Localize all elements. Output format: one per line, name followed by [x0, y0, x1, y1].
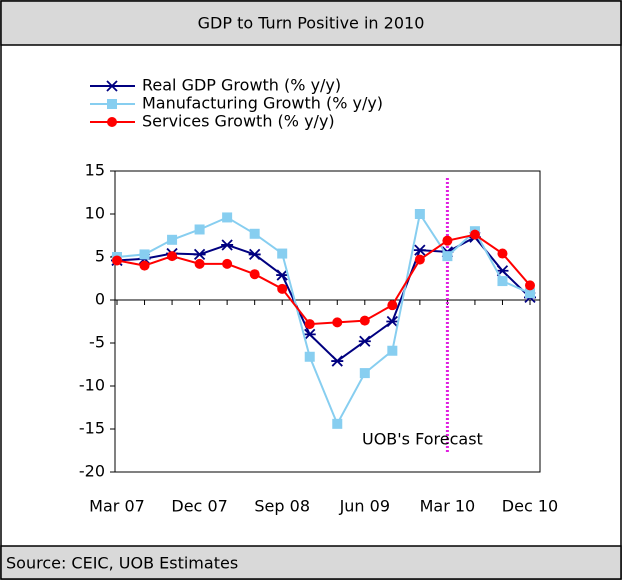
legend-label: Manufacturing Growth (% y/y): [142, 94, 383, 113]
x-tick-label: Dec 10: [502, 497, 558, 516]
chart-title: GDP to Turn Positive in 2010: [198, 14, 425, 33]
legend-label: Services Growth (% y/y): [142, 112, 335, 131]
point: [414, 254, 425, 265]
point: [387, 345, 398, 356]
point: [221, 239, 234, 251]
point: [497, 248, 508, 259]
point: [167, 251, 178, 262]
point: [387, 300, 398, 311]
y-tick-label: 10: [85, 204, 105, 223]
x-tick-label: Mar 10: [420, 497, 476, 516]
point: [497, 276, 508, 287]
point: [249, 228, 260, 239]
point: [194, 224, 205, 235]
point: [167, 234, 178, 245]
point: [358, 335, 371, 347]
point: [276, 269, 289, 281]
y-tick-label: -15: [79, 419, 105, 438]
point: [332, 317, 343, 328]
x-tick-label: Mar 07: [89, 497, 145, 516]
point: [277, 248, 288, 259]
point: [414, 209, 425, 219]
legend-label: Real GDP Growth (% y/y): [142, 76, 341, 95]
point: [249, 269, 260, 280]
point: [525, 288, 535, 299]
point: [442, 235, 453, 246]
legend-marker: [107, 117, 117, 127]
y-tick-label: -5: [89, 333, 105, 352]
y-tick-label: 15: [85, 161, 105, 180]
point: [139, 260, 150, 271]
point: [304, 319, 315, 330]
point: [248, 248, 261, 261]
series-line: [116, 233, 531, 326]
source: Source: CEIC, UOB Estimates: [6, 554, 238, 573]
point: [469, 229, 480, 240]
point: [139, 249, 150, 260]
y-tick-label: -20: [79, 462, 105, 481]
point: [359, 315, 370, 326]
point: [222, 212, 233, 223]
point: [331, 355, 344, 367]
point: [193, 248, 206, 261]
point: [277, 283, 288, 294]
point: [304, 351, 315, 362]
plot-area: [114, 170, 541, 473]
annotation: UOB's Forecast: [362, 430, 483, 449]
x-tick-label: Sep 08: [254, 497, 310, 516]
x-tick-label: Jun 09: [339, 497, 390, 516]
point: [222, 258, 233, 269]
point: [359, 368, 370, 379]
point: [386, 315, 399, 328]
point: [525, 280, 535, 291]
point: [442, 251, 453, 262]
point: [112, 255, 122, 266]
y-tick-label: 5: [95, 247, 105, 266]
series-line: [116, 211, 531, 427]
x-tick-label: Dec 07: [171, 497, 227, 516]
point: [194, 258, 205, 269]
point: [413, 244, 426, 256]
legend-marker: [107, 99, 117, 109]
y-tick-label: 0: [95, 290, 105, 309]
y-tick-label: -10: [79, 376, 105, 395]
title-bar: [0, 0, 622, 46]
point: [303, 328, 316, 341]
point: [332, 418, 343, 429]
source-bar: [0, 545, 622, 580]
legend-marker: [106, 80, 118, 92]
